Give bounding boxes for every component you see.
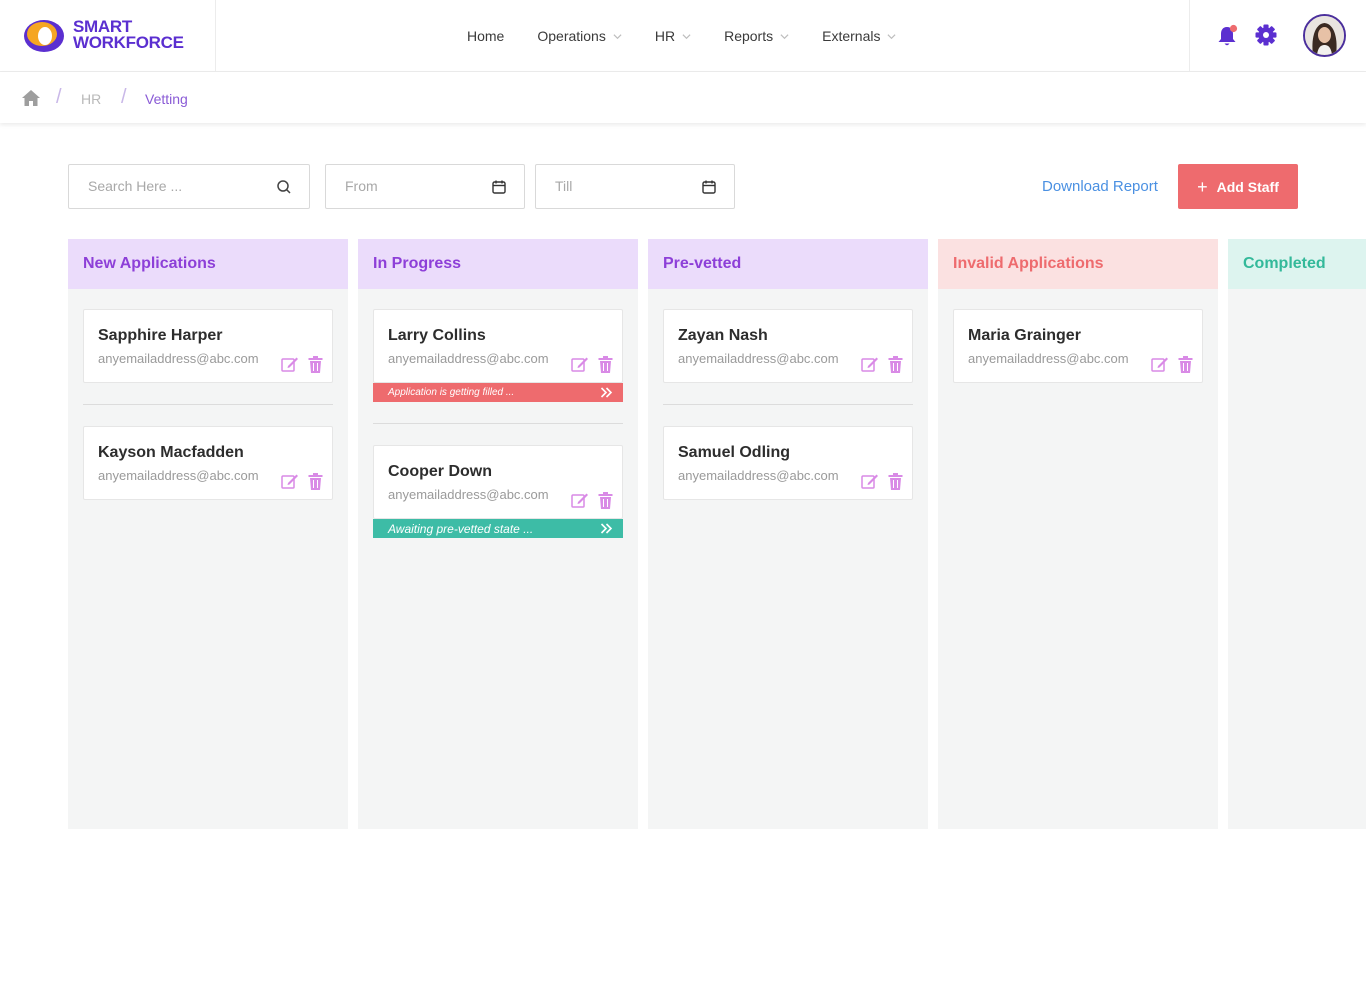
- applicant-email: anyemailaddress@abc.com: [388, 351, 549, 366]
- double-chevron-right-icon: [600, 523, 613, 534]
- applicant-card[interactable]: Samuel Odling anyemailaddress@abc.com: [663, 426, 913, 500]
- column-title: Invalid Applications: [938, 239, 1218, 289]
- applicant-email: anyemailaddress@abc.com: [678, 468, 839, 483]
- gear-icon[interactable]: [1255, 24, 1277, 46]
- breadcrumb-hr[interactable]: HR: [81, 91, 102, 107]
- edit-icon[interactable]: [861, 473, 879, 490]
- till-date-box: [535, 164, 735, 209]
- home-icon[interactable]: [21, 89, 41, 107]
- status-bar[interactable]: Application is getting filled ...: [373, 383, 623, 402]
- chevron-down-icon: [613, 33, 622, 39]
- column-new-applications: New Applications Sapphire Harper anyemai…: [68, 239, 348, 829]
- trash-icon[interactable]: [1178, 356, 1193, 373]
- from-date-input[interactable]: [345, 178, 515, 194]
- calendar-icon[interactable]: [491, 179, 507, 195]
- edit-icon[interactable]: [571, 492, 589, 509]
- breadcrumb-separator: /: [121, 86, 127, 108]
- applicant-email: anyemailaddress@abc.com: [98, 351, 259, 366]
- applicant-card[interactable]: Larry Collins anyemailaddress@abc.com: [373, 309, 623, 383]
- bell-icon[interactable]: [1216, 24, 1238, 48]
- column-completed: Completed: [1228, 239, 1366, 829]
- header-actions: [1189, 0, 1366, 72]
- applicant-name: Zayan Nash: [678, 327, 768, 344]
- chevron-down-icon: [780, 33, 789, 39]
- applicant-name: Larry Collins: [388, 327, 486, 344]
- breadcrumb: / HR / Vetting: [0, 72, 1366, 123]
- applicant-name: Sapphire Harper: [98, 327, 223, 344]
- nav-home-label: Home: [467, 28, 505, 44]
- trash-icon[interactable]: [888, 473, 903, 490]
- column-pre-vetted: Pre-vetted Zayan Nash anyemailaddress@ab…: [648, 239, 928, 829]
- user-avatar[interactable]: [1303, 14, 1346, 57]
- nav-home[interactable]: Home: [467, 28, 504, 44]
- plus-icon: +: [1197, 176, 1208, 197]
- applicant-card[interactable]: Maria Grainger anyemailaddress@abc.com: [953, 309, 1203, 383]
- card-divider: [83, 404, 333, 405]
- nav-externals[interactable]: Externals: [822, 28, 896, 44]
- search-icon[interactable]: [276, 179, 292, 195]
- column-invalid-applications: Invalid Applications Maria Grainger anye…: [938, 239, 1218, 829]
- top-header: SMART WORKFORCE Home Operations HR Repor…: [0, 0, 1366, 72]
- till-date-input[interactable]: [555, 178, 725, 194]
- from-date-box: [325, 164, 525, 209]
- logo-mark-icon: [24, 20, 64, 52]
- trash-icon[interactable]: [888, 356, 903, 373]
- column-in-progress: In Progress Larry Collins anyemailaddres…: [358, 239, 638, 829]
- applicant-card[interactable]: Kayson Macfadden anyemailaddress@abc.com: [83, 426, 333, 500]
- status-text: Awaiting pre-vetted state ...: [388, 521, 534, 536]
- download-report-link[interactable]: Download Report: [1042, 178, 1158, 195]
- breadcrumb-separator: /: [56, 86, 62, 108]
- nav-operations[interactable]: Operations: [537, 28, 622, 44]
- chevron-down-icon: [682, 33, 691, 39]
- nav-reports-label: Reports: [724, 28, 774, 44]
- applicant-name: Cooper Down: [388, 463, 492, 480]
- nav-operations-label: Operations: [537, 28, 606, 44]
- applicant-card[interactable]: Sapphire Harper anyemailaddress@abc.com: [83, 309, 333, 383]
- search-input[interactable]: [88, 178, 258, 194]
- edit-icon[interactable]: [281, 473, 299, 490]
- trash-icon[interactable]: [308, 473, 323, 490]
- applicant-name: Kayson Macfadden: [98, 444, 244, 461]
- logo[interactable]: SMART WORKFORCE: [0, 0, 216, 72]
- trash-icon[interactable]: [598, 492, 613, 509]
- applicant-email: anyemailaddress@abc.com: [388, 487, 549, 502]
- applicant-card[interactable]: Cooper Down anyemailaddress@abc.com: [373, 445, 623, 519]
- nav-reports[interactable]: Reports: [724, 28, 789, 44]
- nav-hr[interactable]: HR: [655, 28, 691, 44]
- breadcrumb-current: Vetting: [145, 91, 188, 107]
- add-staff-button[interactable]: + Add Staff: [1178, 164, 1298, 209]
- nav-externals-label: Externals: [822, 28, 881, 44]
- applicant-name: Maria Grainger: [968, 327, 1081, 344]
- applicant-email: anyemailaddress@abc.com: [678, 351, 839, 366]
- card-divider: [373, 423, 623, 424]
- brand-line-2: WORKFORCE: [73, 33, 184, 52]
- chevron-down-icon: [887, 33, 896, 39]
- edit-icon[interactable]: [571, 356, 589, 373]
- nav-hr-label: HR: [654, 28, 676, 44]
- double-chevron-right-icon: [600, 387, 613, 398]
- applicant-email: anyemailaddress@abc.com: [98, 468, 259, 483]
- applicant-card[interactable]: Zayan Nash anyemailaddress@abc.com: [663, 309, 913, 383]
- edit-icon[interactable]: [1151, 356, 1169, 373]
- column-title: Pre-vetted: [648, 239, 928, 289]
- edit-icon[interactable]: [861, 356, 879, 373]
- trash-icon[interactable]: [598, 356, 613, 373]
- status-bar[interactable]: Awaiting pre-vetted state ...: [373, 519, 623, 538]
- column-title: In Progress: [358, 239, 638, 289]
- card-divider: [663, 404, 913, 405]
- add-staff-label: Add Staff: [1216, 178, 1279, 195]
- avatar-portrait-icon: [1305, 16, 1344, 55]
- brand-name: SMART WORKFORCE: [73, 17, 184, 52]
- edit-icon[interactable]: [281, 356, 299, 373]
- main-nav: Home Operations HR Reports Externals: [467, 0, 929, 72]
- calendar-icon[interactable]: [701, 179, 717, 195]
- column-title: New Applications: [68, 239, 348, 289]
- search-box: [68, 164, 310, 209]
- applicant-email: anyemailaddress@abc.com: [968, 351, 1129, 366]
- trash-icon[interactable]: [308, 356, 323, 373]
- status-text: Application is getting filled ...: [388, 387, 515, 398]
- brand-line-1: SMART: [73, 17, 132, 36]
- column-title: Completed: [1228, 239, 1366, 289]
- applicant-name: Samuel Odling: [678, 444, 791, 461]
